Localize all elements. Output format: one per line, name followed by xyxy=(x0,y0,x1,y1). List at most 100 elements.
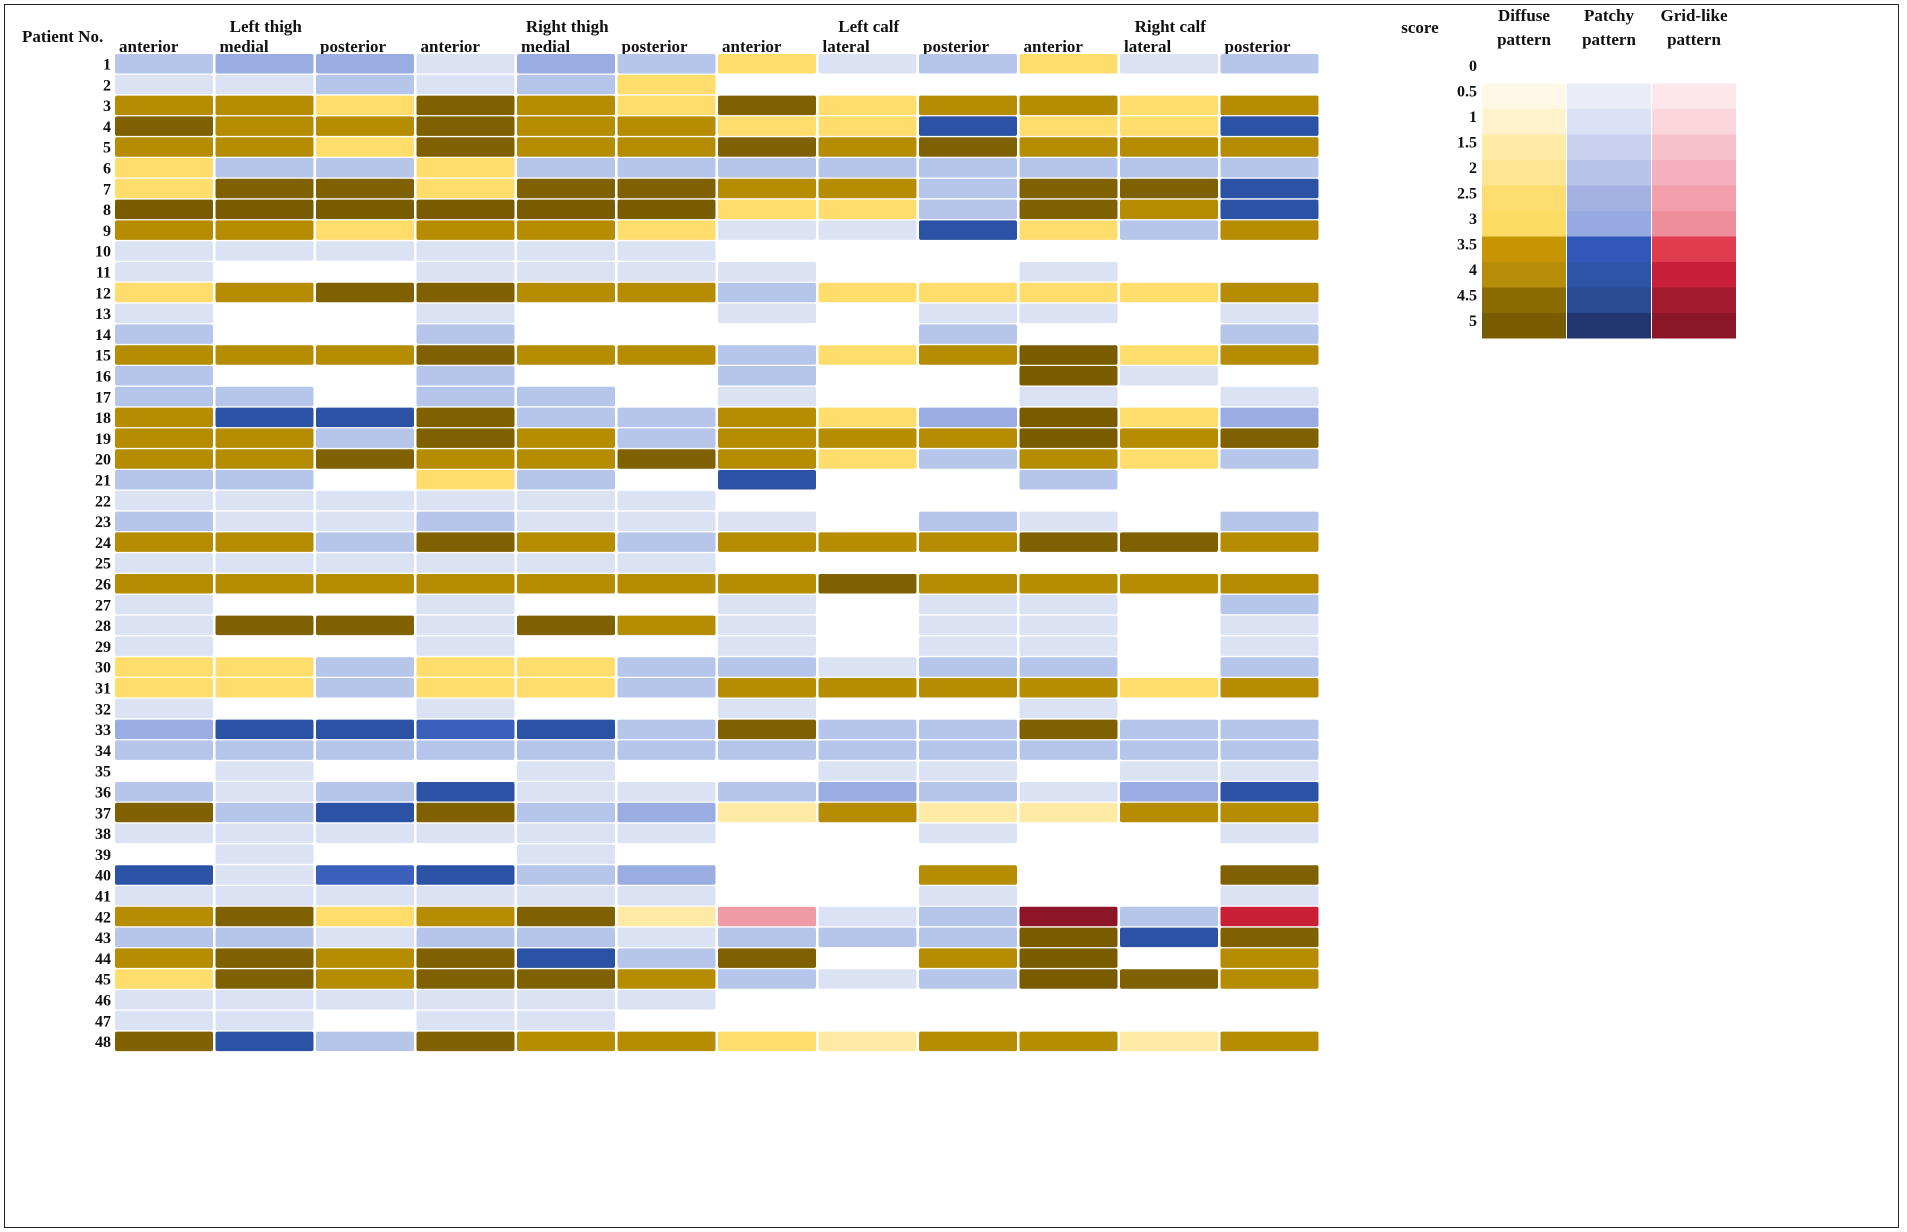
heatmap-cell xyxy=(718,990,816,1010)
heatmap-cell xyxy=(215,802,314,823)
heatmap-cell xyxy=(517,428,615,448)
heatmap-cell xyxy=(115,428,213,448)
heatmap-cell xyxy=(517,698,615,719)
heatmap-cell xyxy=(517,511,615,532)
heatmap-cell xyxy=(416,199,515,220)
legend-score-label: 1.5 xyxy=(1457,135,1477,152)
heatmap-cell xyxy=(919,137,1017,157)
heatmap-cell xyxy=(617,574,716,594)
heatmap-cell xyxy=(617,698,716,719)
legend-score-label: 3 xyxy=(1469,211,1477,228)
heatmap-cell xyxy=(316,158,414,178)
heatmap-cell xyxy=(1019,95,1118,116)
heatmap-cell xyxy=(1019,428,1118,448)
heatmap-cell xyxy=(517,532,615,552)
heatmap-cell xyxy=(517,844,615,864)
heatmap-cell xyxy=(517,886,615,906)
heatmap-cell xyxy=(617,532,716,552)
heatmap-cell xyxy=(919,865,1017,885)
heatmap-cell xyxy=(718,969,816,989)
heatmap-cell xyxy=(115,282,213,303)
heatmap-cell xyxy=(919,594,1017,615)
heatmap-cell xyxy=(919,386,1017,407)
heatmap-cell xyxy=(718,719,816,740)
heatmap-cell xyxy=(1120,948,1218,968)
heatmap-cell xyxy=(818,54,917,74)
column-header: medial xyxy=(521,37,570,56)
heatmap-cell xyxy=(517,262,615,282)
heatmap-cell xyxy=(1019,761,1118,781)
heatmap-cell xyxy=(1220,574,1319,594)
heatmap-cell xyxy=(215,844,314,864)
heatmap-cell xyxy=(818,532,917,552)
heatmap-cell xyxy=(517,636,615,656)
heatmap-cell xyxy=(416,802,515,823)
heatmap-cell xyxy=(215,740,314,760)
heatmap-cell xyxy=(1019,1010,1118,1031)
heatmap-cell xyxy=(316,95,414,116)
heatmap-cell xyxy=(718,678,816,698)
heatmap-cell xyxy=(215,574,314,594)
score-legend: score Diffuse pattern Patchy pattern Grid-lik… xyxy=(1401,6,1736,339)
heatmap-cell xyxy=(517,719,615,740)
legend-pattern-header: Diffuse xyxy=(1498,6,1550,25)
heatmap-cell xyxy=(1120,1031,1218,1052)
heatmap-cell xyxy=(1019,865,1118,885)
heatmap-cell xyxy=(115,74,213,95)
heatmap-cell xyxy=(1019,802,1118,823)
heatmap-cell xyxy=(1220,74,1319,95)
heatmap-cell xyxy=(115,927,213,948)
heatmap-cell xyxy=(718,802,816,823)
heatmap-cell xyxy=(416,241,515,261)
heatmap-cell xyxy=(718,886,816,906)
legend-score-label: 2 xyxy=(1469,160,1477,177)
heatmap-header: Patient No. anterior medial posterior anteri… xyxy=(22,17,1291,56)
heatmap-cell xyxy=(718,865,816,885)
heatmap-cell xyxy=(215,158,314,178)
heatmap-cell xyxy=(517,1031,615,1052)
heatmap-cell xyxy=(416,428,515,448)
heatmap-cell xyxy=(1120,428,1218,448)
heatmap-cell xyxy=(1120,449,1218,469)
heatmap-cell xyxy=(316,615,414,636)
heatmap-cell xyxy=(718,1031,816,1052)
heatmap-cell xyxy=(416,449,515,469)
heatmap-cell xyxy=(215,345,314,365)
patient-number-label: 41 xyxy=(95,889,111,906)
heatmap-cell xyxy=(1019,594,1118,615)
heatmap-cell xyxy=(115,199,213,220)
heatmap-cell xyxy=(115,511,213,532)
patient-number-label: 33 xyxy=(95,722,111,739)
patient-number-label: 20 xyxy=(95,452,111,469)
heatmap-cell xyxy=(416,761,515,781)
heatmap-cell xyxy=(517,407,615,428)
heatmap-cell xyxy=(416,615,515,636)
heatmap-cell xyxy=(316,386,414,407)
patient-row-labels: 1234567891011121314151617181920212223242… xyxy=(95,57,111,1052)
heatmap-cell xyxy=(115,802,213,823)
heatmap-cell xyxy=(1120,199,1218,220)
heatmap-cell xyxy=(818,719,917,740)
heatmap-cell xyxy=(517,366,615,386)
heatmap-cell xyxy=(919,532,1017,552)
heatmap-cell xyxy=(1120,927,1218,948)
heatmap-cell xyxy=(617,324,716,344)
legend-swatch xyxy=(1482,109,1566,135)
heatmap-cell xyxy=(919,782,1017,802)
heatmap-cell xyxy=(919,116,1017,136)
heatmap-cell xyxy=(1120,740,1218,760)
patient-number-label: 26 xyxy=(95,577,111,594)
patient-number-label: 29 xyxy=(95,639,111,656)
heatmap-cell xyxy=(215,553,314,573)
heatmap-cell xyxy=(1120,178,1218,199)
legend-pattern-header: Patchy xyxy=(1584,6,1635,25)
heatmap-cell xyxy=(1220,719,1319,740)
patient-number-label: 42 xyxy=(95,909,111,926)
legend-swatch xyxy=(1482,262,1566,288)
heatmap-cell xyxy=(818,844,917,864)
heatmap-cell xyxy=(919,844,1017,864)
heatmap-cell xyxy=(517,990,615,1010)
heatmap-cell xyxy=(215,54,314,74)
heatmap-cell xyxy=(115,761,213,781)
heatmap-cell xyxy=(416,782,515,802)
